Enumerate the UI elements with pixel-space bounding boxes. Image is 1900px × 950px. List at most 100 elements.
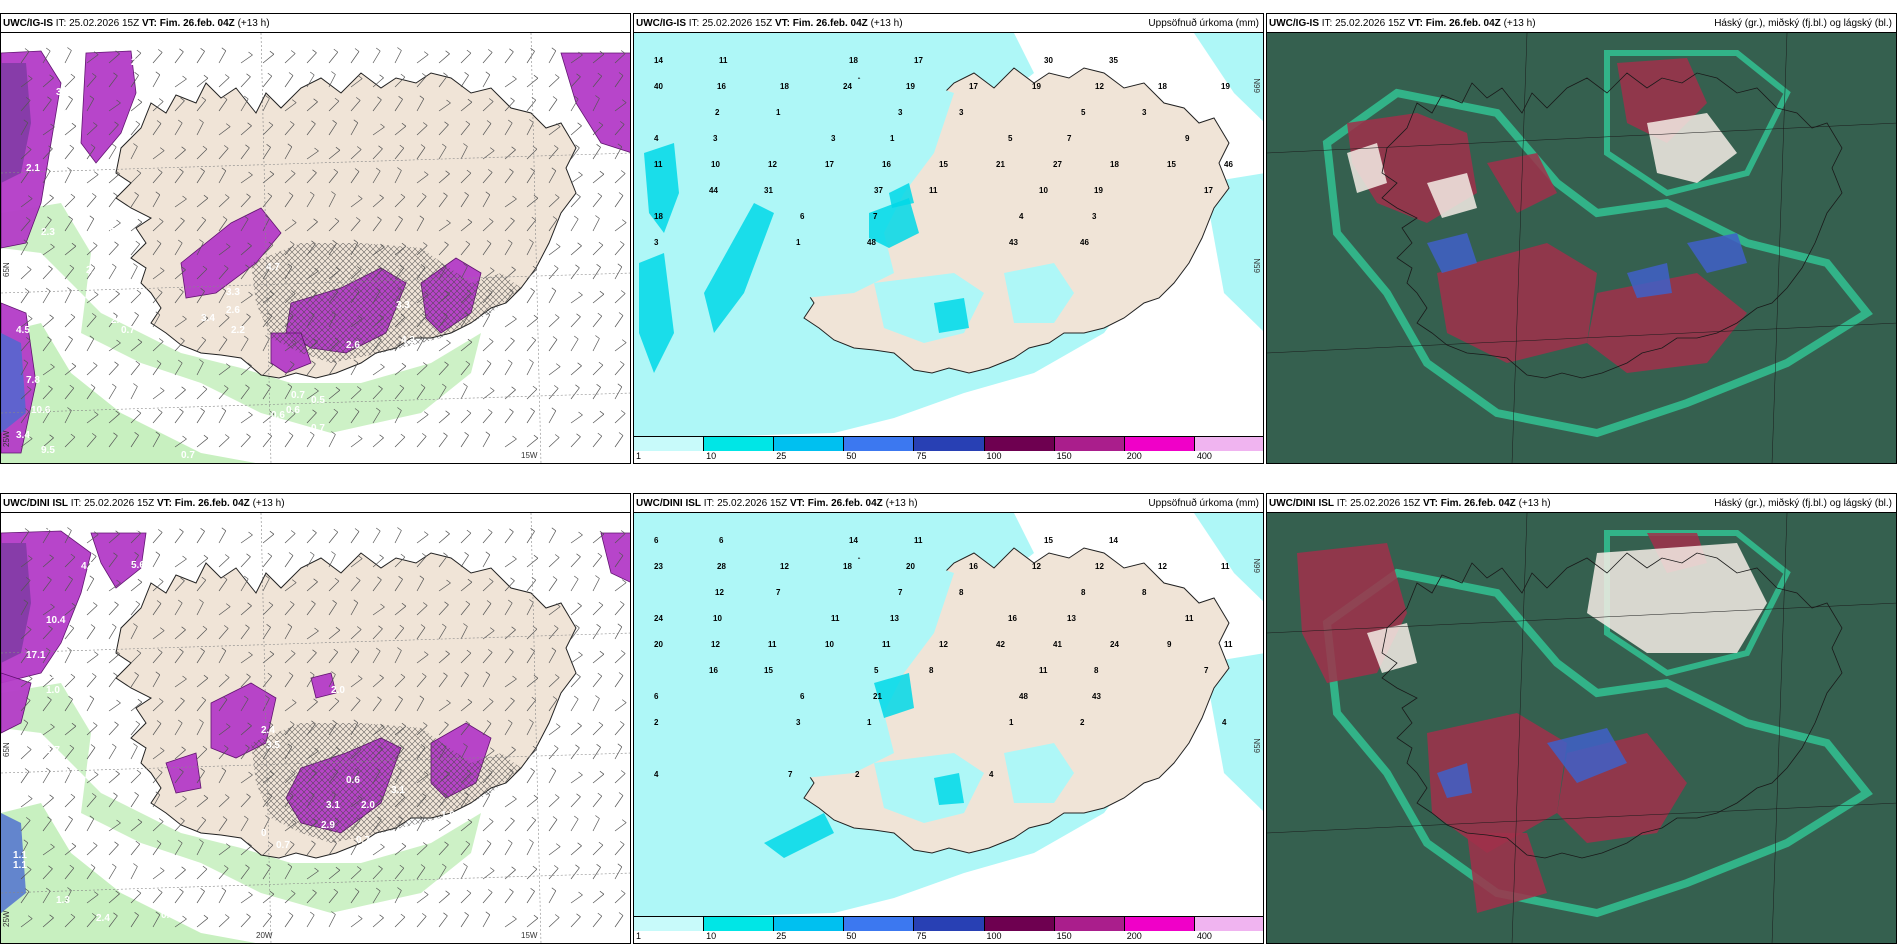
wind-barb xyxy=(306,194,315,208)
wind-barb xyxy=(504,722,513,736)
wind-barb xyxy=(86,436,97,448)
wind-barb xyxy=(460,195,469,208)
wind-barb-flag xyxy=(50,363,55,368)
wind-barb-flag xyxy=(49,674,54,679)
snowfall-core xyxy=(1,543,31,663)
snow-amount-label: 1.0 xyxy=(441,810,455,821)
wind-barb xyxy=(152,221,164,232)
wind-barb xyxy=(592,818,600,832)
wind-barb-flag xyxy=(225,843,231,847)
wind-barb xyxy=(526,699,537,712)
wind-barb-flag xyxy=(267,312,273,317)
legend-swatch xyxy=(704,437,775,451)
wind-barb xyxy=(350,171,360,184)
wind-barb-flag xyxy=(354,48,360,52)
wind-barb-flag xyxy=(93,771,99,775)
wind-barb-flag xyxy=(247,122,252,127)
wind-barb-flag xyxy=(224,674,230,678)
wind-barb xyxy=(570,436,581,448)
precip-amount-label: 13 xyxy=(890,614,899,623)
wind-barb xyxy=(174,749,186,760)
precip-amount-label: 11 xyxy=(654,160,663,169)
wind-barb-flag xyxy=(47,96,52,101)
wind-barb xyxy=(548,699,558,712)
wind-barb-flag xyxy=(68,336,73,340)
panel-bottom-right-clouds: UWC/DINI ISL IT: 25.02.2026 15Z VT: Fim.… xyxy=(1266,493,1897,944)
wind-barb-flag xyxy=(70,793,76,798)
wind-barb-flag xyxy=(533,914,539,919)
wind-barb xyxy=(570,556,581,568)
wind-barb-flag xyxy=(331,71,336,75)
wind-barb xyxy=(42,50,51,64)
wind-barb xyxy=(42,77,54,88)
snow-amount-label: 2.6 xyxy=(346,340,360,351)
wind-barb-flag xyxy=(158,218,164,222)
wind-barb-flag xyxy=(47,816,52,821)
wind-barb-flag xyxy=(618,912,624,916)
wind-barb-flag xyxy=(314,747,319,752)
wind-barb xyxy=(460,363,471,376)
wind-barb xyxy=(130,652,142,664)
wind-barb-flag xyxy=(551,647,557,652)
wind-barb xyxy=(240,916,251,928)
wind-barb xyxy=(240,147,250,160)
wind-barb-flag xyxy=(45,47,51,52)
precip-amount-label: 18 xyxy=(780,82,789,91)
wind-barb-flag xyxy=(291,579,297,583)
wind-barb xyxy=(86,725,98,736)
wind-barb-flag xyxy=(202,625,208,630)
snow-amount-label: 0.7 xyxy=(311,423,325,434)
wind-barb xyxy=(130,341,143,352)
wind-barb-flag xyxy=(181,386,186,391)
wind-barb-flag xyxy=(398,216,403,220)
wind-barb-flag xyxy=(266,264,271,268)
wind-barb-flag xyxy=(532,265,538,270)
wind-barb-flag xyxy=(423,771,429,775)
snow-amount-label: 2.2 xyxy=(231,325,245,336)
snow-amount-label: 4.3 xyxy=(401,335,415,346)
wind-barb-flag xyxy=(135,240,141,245)
wind-barb-flag xyxy=(596,264,601,268)
snow-amount-label: 0.7 xyxy=(121,325,135,336)
snow-amount-label: 0.6 xyxy=(286,405,300,416)
snowfall-area xyxy=(180,207,282,299)
wind-barb xyxy=(350,602,359,616)
wind-barb-flag xyxy=(420,624,426,628)
panel-title: UWC/DINI ISL IT: 25.02.2026 15Z VT: Fim.… xyxy=(1,494,630,513)
wind-barb xyxy=(570,534,583,544)
wind-barb xyxy=(460,101,473,112)
wind-barb xyxy=(64,267,75,280)
snow-amount-label: 2.9 xyxy=(321,820,335,831)
wind-barb-flag xyxy=(246,313,251,318)
panel-title: UWC/IG-IS IT: 25.02.2026 15Z VT: Fim. 26… xyxy=(1,14,630,33)
wind-barb xyxy=(350,100,361,112)
wind-barb-flag xyxy=(135,360,141,365)
axis-label-lon: 25W xyxy=(2,430,11,447)
wind-barb-flag xyxy=(377,96,382,101)
wind-barb-flag xyxy=(441,623,447,628)
wind-barb-flag xyxy=(533,74,539,79)
wind-barb-flag xyxy=(509,168,514,173)
wind-barb xyxy=(328,149,341,160)
wind-barb-flag xyxy=(507,119,513,124)
precip-amount-label: 12 xyxy=(768,160,777,169)
wind-barb-flag xyxy=(331,551,336,555)
wind-barb xyxy=(20,531,30,544)
precip-amount-label: 16 xyxy=(709,666,718,675)
wind-barb xyxy=(284,75,294,88)
wind-barb-flag xyxy=(621,819,627,823)
wind-barb-flag xyxy=(419,215,425,220)
wind-barb-flag xyxy=(354,168,360,172)
wind-barb-flag xyxy=(50,843,55,848)
wind-barb xyxy=(416,414,429,424)
wind-barb xyxy=(614,915,624,928)
wind-barb-flag xyxy=(115,50,120,55)
wind-barb xyxy=(416,76,427,88)
wind-barb-flag xyxy=(50,603,55,608)
wind-barb xyxy=(306,914,315,928)
wind-barb xyxy=(350,749,362,760)
wind-barb xyxy=(504,820,515,832)
wind-barb xyxy=(592,147,601,160)
wind-barb xyxy=(218,219,228,232)
snow-amount-label: 0.7 xyxy=(276,422,290,433)
